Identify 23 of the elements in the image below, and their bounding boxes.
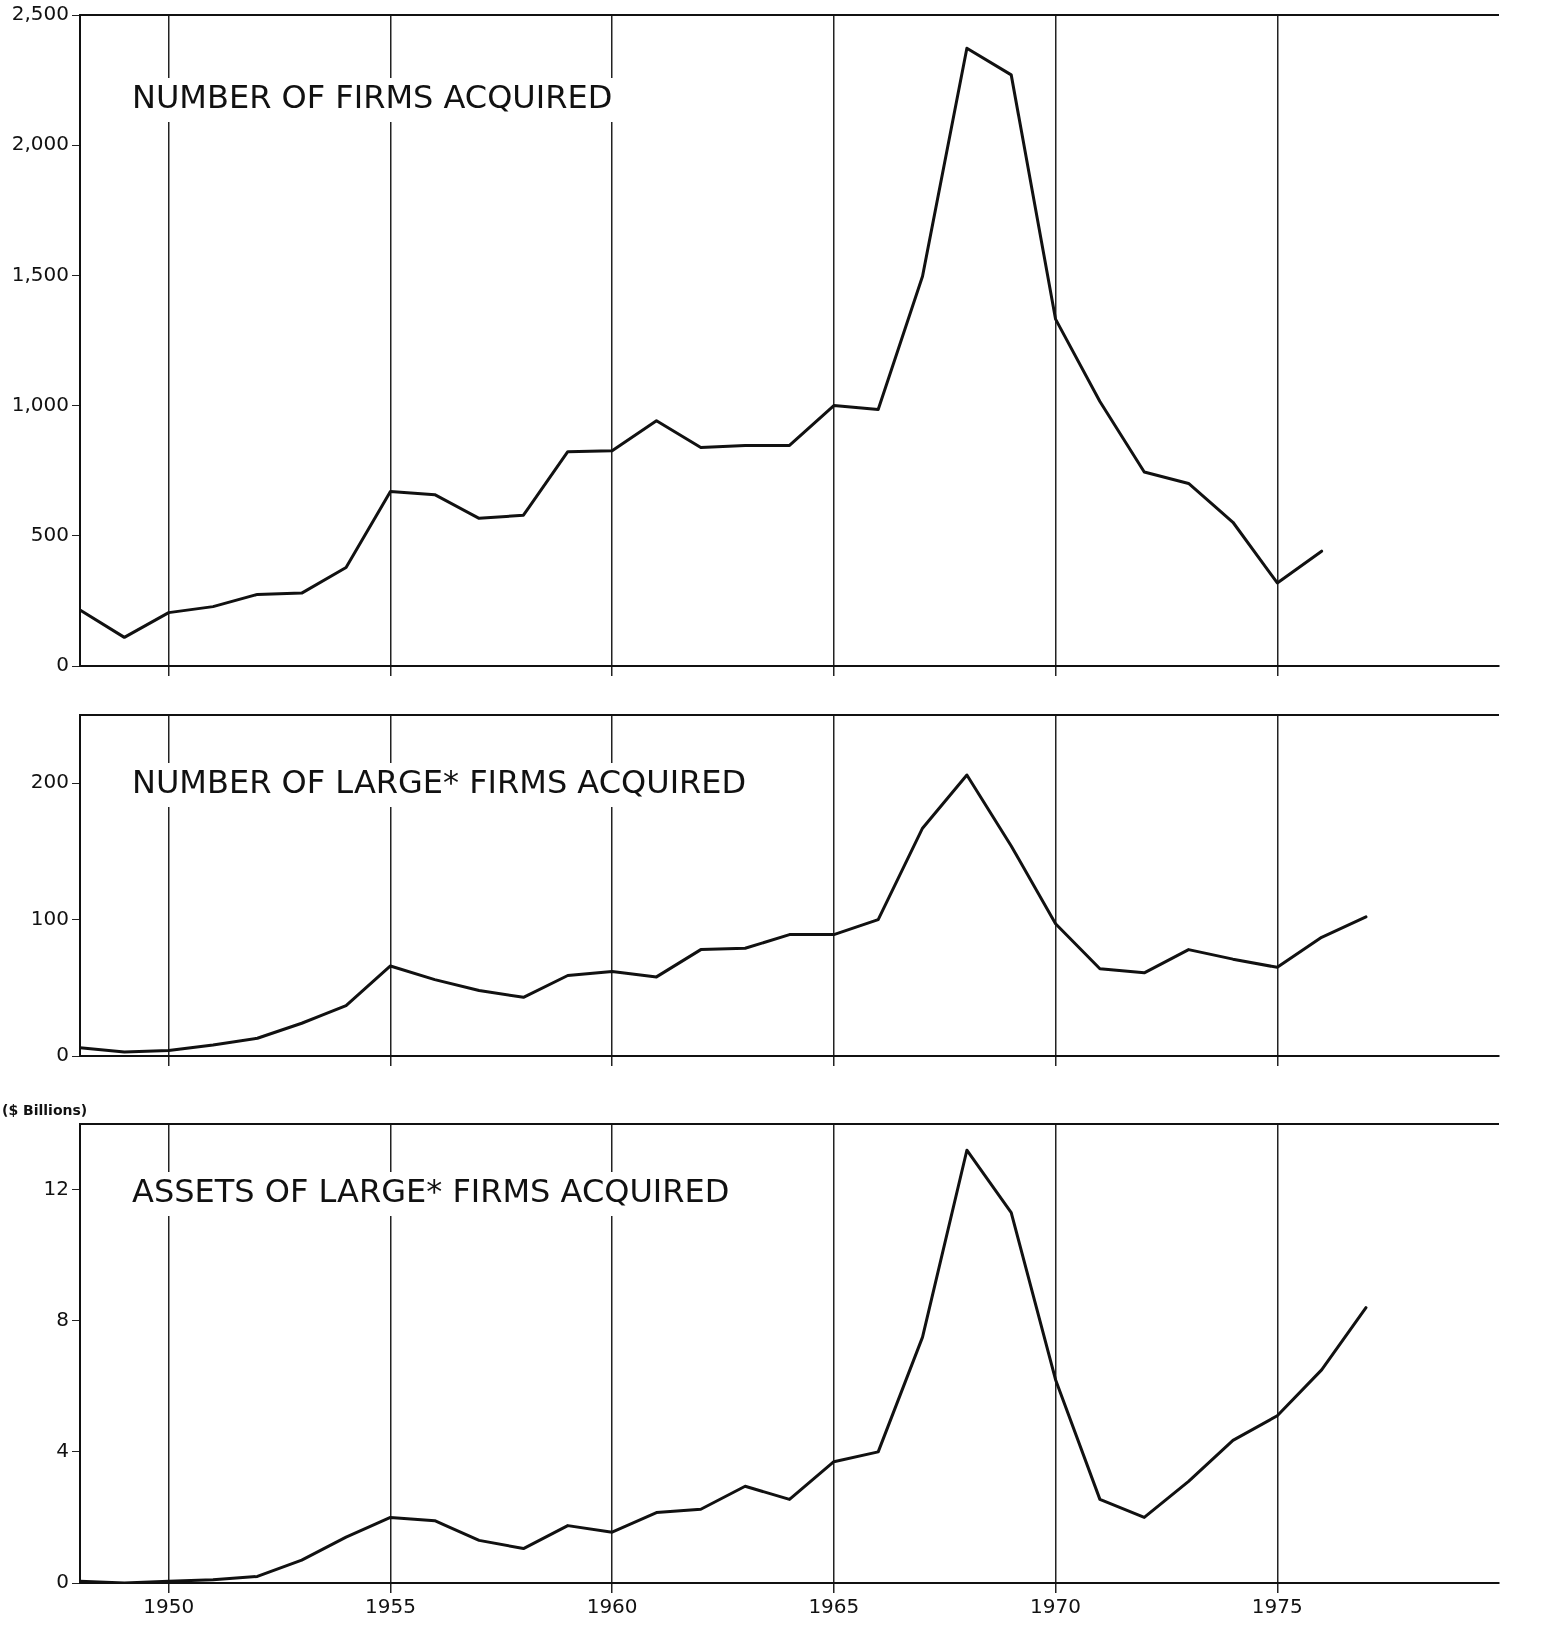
x-tick-label: 1970	[1030, 1594, 1082, 1619]
y-tick-label: 12	[43, 1175, 69, 1200]
x-tick-label: 1960	[586, 1594, 638, 1619]
y-tick-label: 0	[56, 1042, 69, 1067]
y-tick-label: 100	[30, 905, 69, 930]
y-tick-label: 0	[56, 1569, 69, 1594]
text: ASSETS OF LARGE* FIRMS ACQUIRED	[132, 1172, 730, 1211]
y-tick-label: 500	[30, 522, 69, 546]
y-tick-label: 1,500	[11, 261, 69, 286]
x-tick-label: 1975	[1251, 1594, 1303, 1619]
y-tick-label: 4	[56, 1438, 69, 1463]
y-axis-title: ($ Billions)	[2, 1101, 88, 1118]
y-tick-label: 0	[56, 652, 69, 677]
y-tick-label: 2,500	[11, 1, 69, 26]
y-tick-label: 1,000	[11, 391, 69, 416]
x-tick-label: 1950	[143, 1594, 195, 1619]
text: NUMBER OF FIRMS ACQUIRED	[132, 78, 613, 117]
x-tick-label: 1965	[808, 1594, 860, 1619]
y-tick-label: 8	[56, 1306, 69, 1331]
x-tick-label: 1955	[364, 1594, 416, 1619]
text: NUMBER OF LARGE* FIRMS ACQUIRED	[132, 763, 747, 802]
y-tick-label: 2,000	[11, 131, 69, 156]
y-tick-label: 200	[30, 769, 69, 794]
